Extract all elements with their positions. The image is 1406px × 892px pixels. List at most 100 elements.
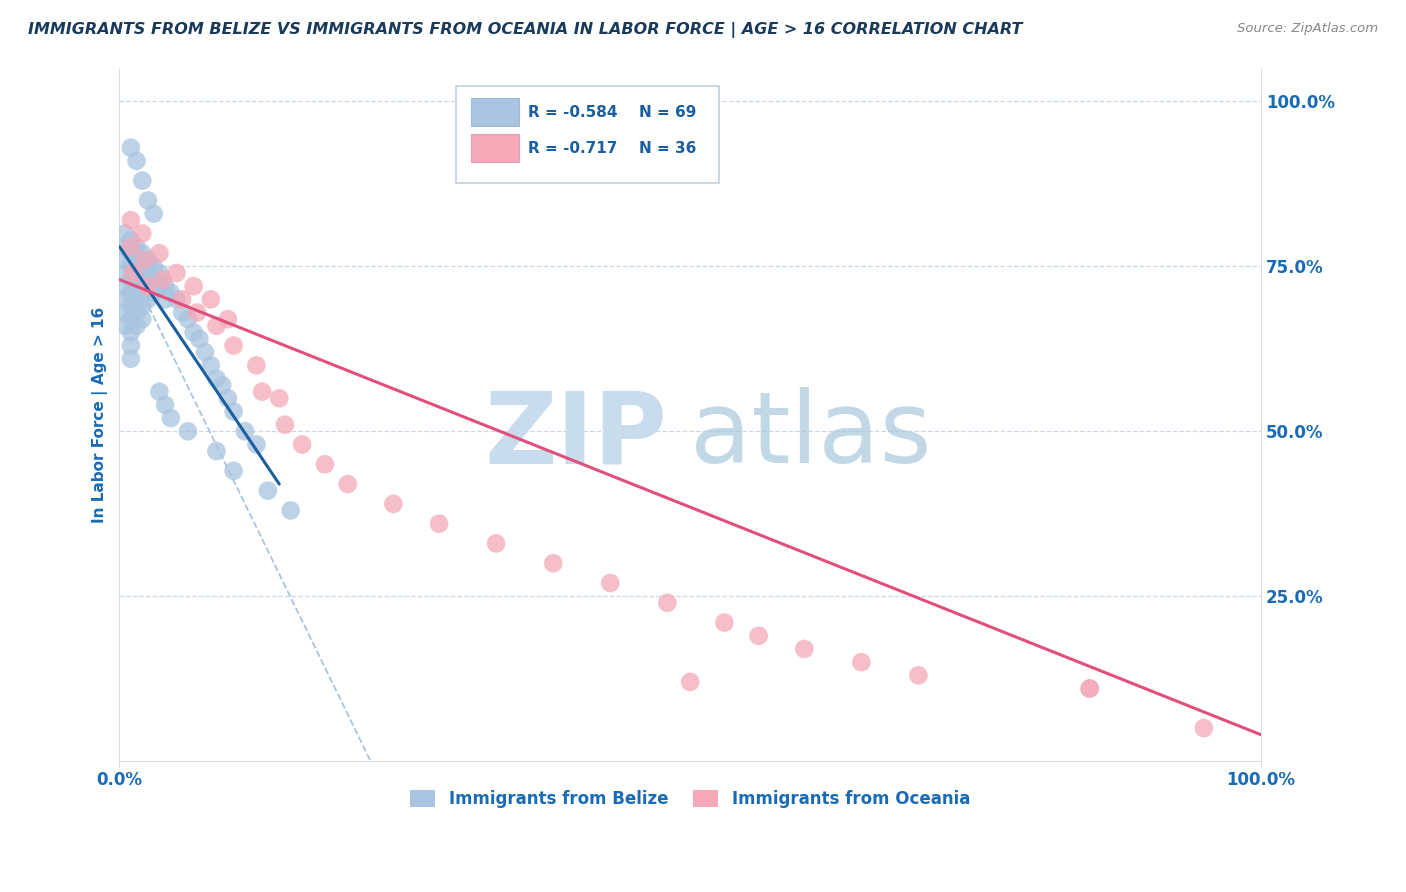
Point: [122, 266, 145, 280]
Y-axis label: In Labor Force | Age > 16: In Labor Force | Age > 16: [93, 307, 108, 523]
Point: [382, 497, 405, 511]
Point: [114, 318, 136, 333]
Point: [125, 153, 148, 168]
Point: [222, 338, 245, 352]
Point: [136, 266, 159, 280]
Point: [125, 266, 148, 280]
Point: [120, 285, 142, 300]
Point: [120, 351, 142, 366]
FancyBboxPatch shape: [456, 86, 718, 183]
Text: N = 36: N = 36: [638, 141, 696, 156]
Point: [120, 312, 142, 326]
Point: [291, 437, 314, 451]
Point: [142, 260, 165, 274]
Point: [211, 378, 233, 392]
Point: [114, 293, 136, 307]
Point: [336, 477, 359, 491]
Point: [142, 285, 165, 300]
Text: R = -0.717: R = -0.717: [529, 141, 617, 156]
FancyBboxPatch shape: [471, 98, 519, 126]
Point: [851, 655, 873, 669]
Text: Source: ZipAtlas.com: Source: ZipAtlas.com: [1237, 22, 1378, 36]
FancyBboxPatch shape: [471, 135, 519, 162]
Point: [148, 266, 170, 280]
Point: [159, 411, 181, 425]
Point: [153, 279, 176, 293]
Point: [1078, 681, 1101, 696]
Point: [125, 239, 148, 253]
Point: [485, 536, 508, 550]
Point: [153, 293, 176, 307]
Point: [200, 359, 222, 373]
Point: [136, 279, 159, 293]
Point: [120, 213, 142, 227]
Point: [114, 266, 136, 280]
Point: [120, 338, 142, 352]
Point: [142, 272, 165, 286]
Point: [120, 260, 142, 274]
Point: [148, 279, 170, 293]
Point: [713, 615, 735, 630]
Point: [125, 305, 148, 319]
Point: [657, 596, 679, 610]
Point: [177, 312, 200, 326]
Point: [599, 576, 621, 591]
Point: [125, 252, 148, 267]
Point: [314, 457, 336, 471]
Point: [136, 252, 159, 267]
Point: [183, 326, 205, 340]
Point: [120, 272, 142, 286]
Point: [131, 227, 153, 241]
Point: [1078, 681, 1101, 696]
Point: [172, 293, 194, 307]
Point: [114, 279, 136, 293]
Point: [148, 246, 170, 260]
Point: [131, 272, 153, 286]
Point: [205, 444, 228, 458]
Point: [131, 174, 153, 188]
Point: [125, 279, 148, 293]
Point: [120, 246, 142, 260]
Point: [250, 384, 273, 399]
Text: ZIP: ZIP: [485, 387, 668, 484]
Point: [200, 293, 222, 307]
Point: [217, 392, 239, 406]
Point: [136, 293, 159, 307]
Point: [245, 359, 267, 373]
Point: [166, 266, 188, 280]
Point: [131, 285, 153, 300]
Point: [256, 483, 278, 498]
Point: [1192, 721, 1215, 735]
Point: [793, 642, 815, 657]
Point: [136, 194, 159, 208]
Text: IMMIGRANTS FROM BELIZE VS IMMIGRANTS FROM OCEANIA IN LABOR FORCE | AGE > 16 CORR: IMMIGRANTS FROM BELIZE VS IMMIGRANTS FRO…: [28, 22, 1022, 38]
Point: [114, 305, 136, 319]
Point: [114, 239, 136, 253]
Point: [183, 279, 205, 293]
Point: [152, 272, 174, 286]
Point: [136, 279, 159, 293]
Point: [186, 305, 208, 319]
Point: [125, 318, 148, 333]
Point: [177, 425, 200, 439]
Point: [120, 326, 142, 340]
Point: [159, 285, 181, 300]
Point: [222, 464, 245, 478]
Point: [125, 293, 148, 307]
Point: [166, 293, 188, 307]
Point: [222, 404, 245, 418]
Point: [172, 305, 194, 319]
Point: [427, 516, 450, 531]
Point: [131, 246, 153, 260]
Text: N = 69: N = 69: [638, 104, 696, 120]
Point: [274, 417, 297, 432]
Point: [541, 556, 564, 570]
Point: [153, 398, 176, 412]
Point: [148, 384, 170, 399]
Point: [120, 233, 142, 247]
Point: [679, 674, 702, 689]
Point: [114, 252, 136, 267]
Point: [217, 312, 239, 326]
Point: [280, 503, 302, 517]
Point: [114, 227, 136, 241]
